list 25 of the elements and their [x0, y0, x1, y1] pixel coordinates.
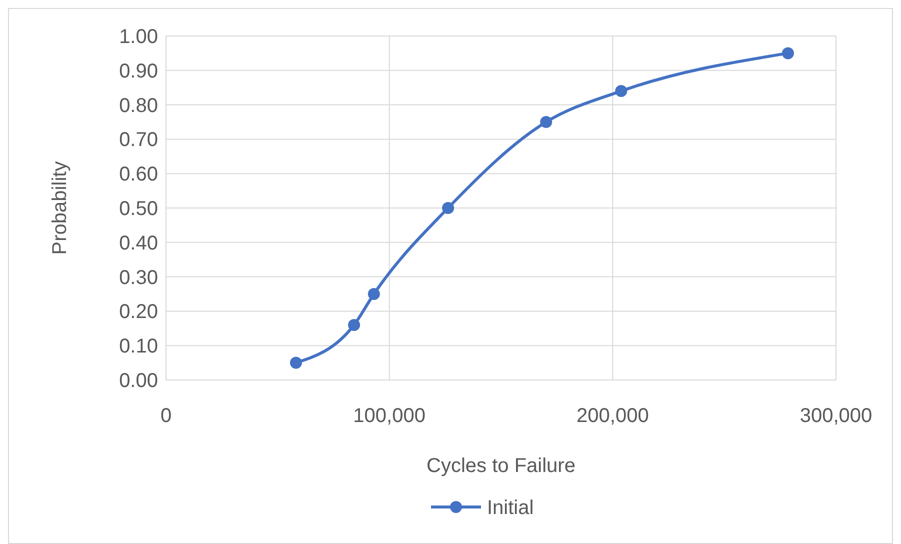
y-tick-label: 0.00 [119, 370, 158, 392]
y-tick-label: 0.40 [119, 232, 158, 254]
x-tick-label: 200,000 [576, 405, 649, 427]
x-tick-label: 300,000 [800, 405, 872, 427]
y-tick-label: 0.10 [119, 336, 158, 358]
x-tick-label: 0 [160, 405, 172, 427]
point [615, 85, 628, 98]
y-tick-label: 0.30 [119, 266, 158, 289]
x-tick-label: 100,000 [353, 405, 426, 427]
y-tick-label: 1.00 [119, 26, 158, 48]
y-tick-label: 0.70 [119, 129, 158, 152]
y-tick-label: 0.80 [119, 94, 158, 117]
y-tick-label: 0.50 [119, 198, 158, 220]
point [540, 116, 552, 128]
point [368, 288, 380, 300]
point [442, 202, 454, 214]
point [782, 47, 794, 60]
y-tick-label: 0.20 [119, 301, 158, 324]
y-tick-label: 0.60 [119, 164, 158, 186]
y-tick-label: 0.90 [119, 60, 158, 82]
point [290, 356, 302, 369]
legend-label: Initial [487, 497, 534, 519]
point [348, 318, 360, 331]
y-axis-title: Probability [49, 161, 71, 255]
x-axis-title: Cycles to Failure [426, 455, 576, 477]
